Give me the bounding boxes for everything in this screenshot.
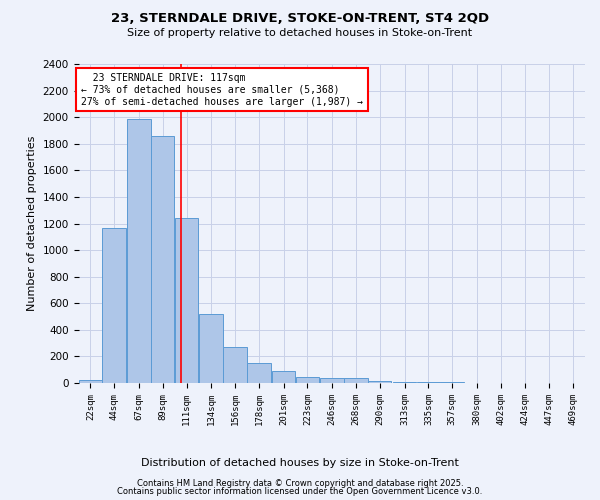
Bar bbox=[102, 228, 126, 383]
Bar bbox=[272, 371, 295, 383]
Bar bbox=[416, 382, 440, 383]
Bar bbox=[368, 380, 391, 383]
Text: Size of property relative to detached houses in Stoke-on-Trent: Size of property relative to detached ho… bbox=[127, 28, 473, 38]
Bar bbox=[175, 218, 198, 383]
Bar bbox=[79, 380, 102, 383]
Bar bbox=[344, 378, 368, 383]
Bar bbox=[247, 363, 271, 383]
Text: 23, STERNDALE DRIVE, STOKE-ON-TRENT, ST4 2QD: 23, STERNDALE DRIVE, STOKE-ON-TRENT, ST4… bbox=[111, 12, 489, 26]
Bar bbox=[440, 382, 464, 383]
Bar bbox=[393, 382, 416, 383]
Bar bbox=[199, 314, 223, 383]
Text: Distribution of detached houses by size in Stoke-on-Trent: Distribution of detached houses by size … bbox=[141, 458, 459, 468]
Bar bbox=[296, 377, 319, 383]
Text: Contains public sector information licensed under the Open Government Licence v3: Contains public sector information licen… bbox=[118, 487, 482, 496]
Bar bbox=[320, 378, 344, 383]
Bar bbox=[223, 347, 247, 383]
Text: Contains HM Land Registry data © Crown copyright and database right 2025.: Contains HM Land Registry data © Crown c… bbox=[137, 478, 463, 488]
Text: 23 STERNDALE DRIVE: 117sqm
← 73% of detached houses are smaller (5,368)
27% of s: 23 STERNDALE DRIVE: 117sqm ← 73% of deta… bbox=[80, 74, 362, 106]
Bar bbox=[151, 136, 175, 383]
Y-axis label: Number of detached properties: Number of detached properties bbox=[27, 136, 37, 311]
Bar bbox=[127, 118, 151, 383]
